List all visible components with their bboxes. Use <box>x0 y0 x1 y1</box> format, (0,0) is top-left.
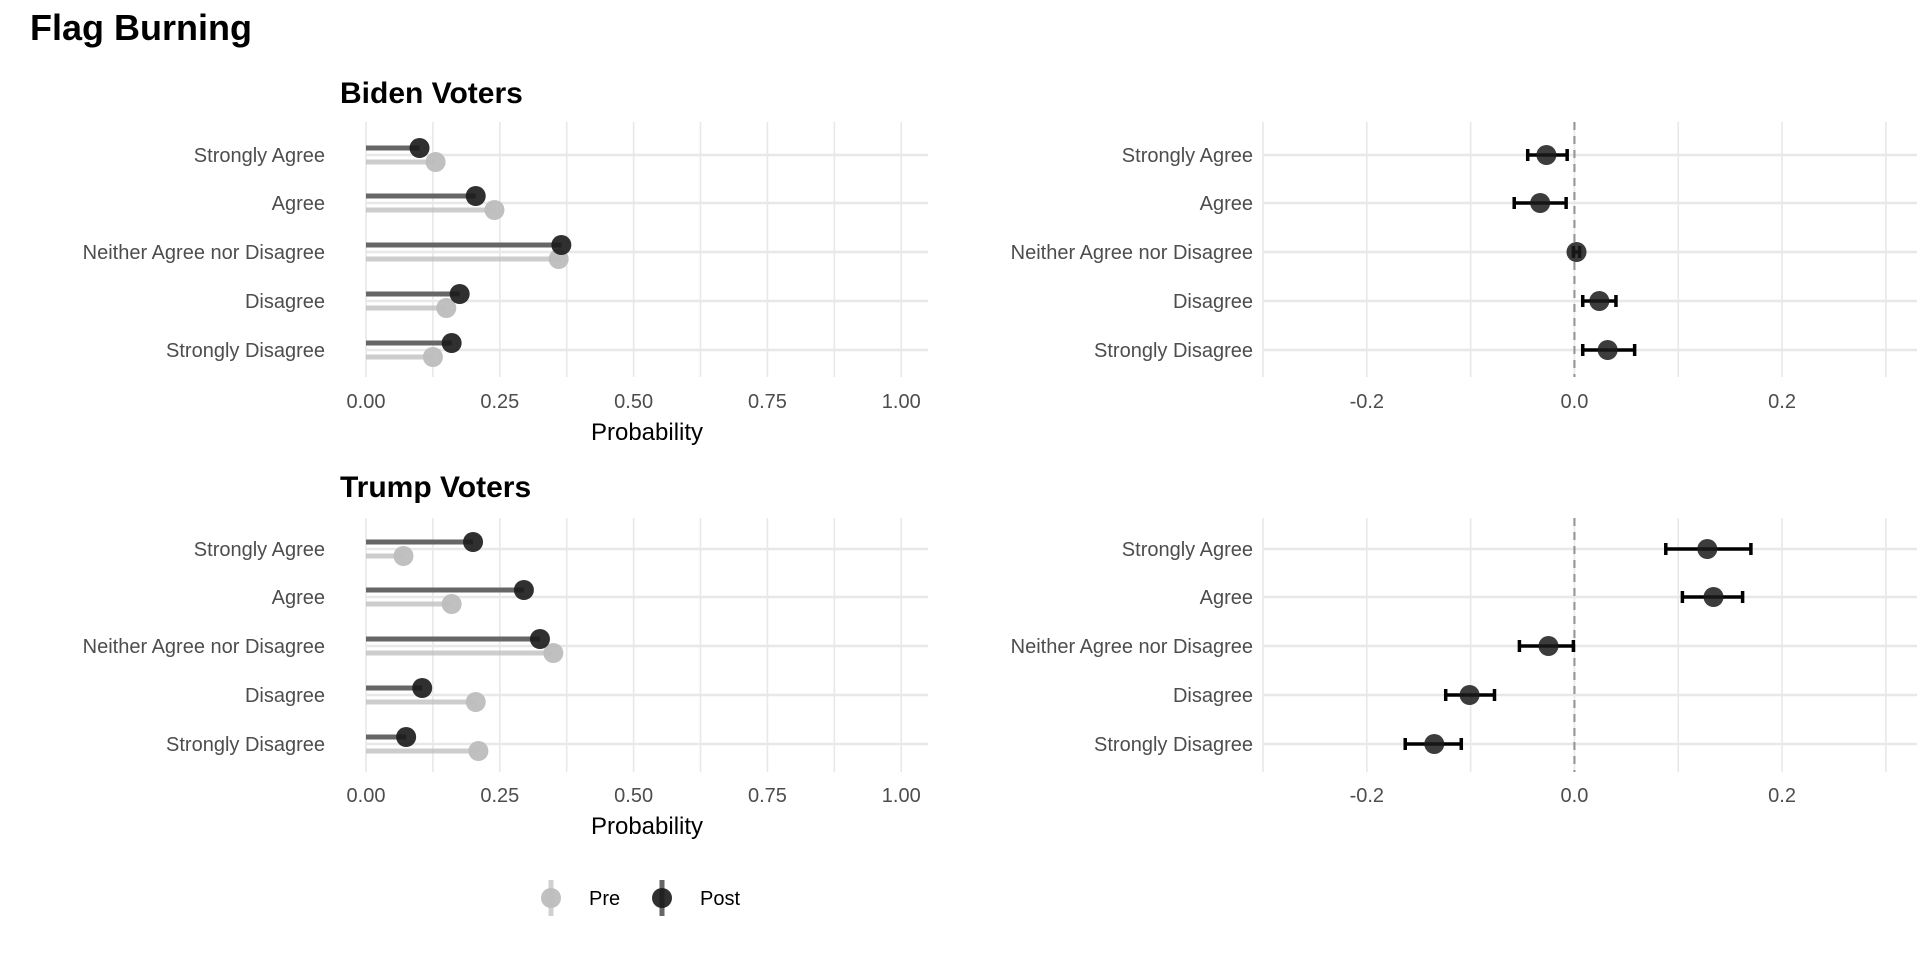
panel-2: Strongly Agree Agree Neither Agree nor Dis… <box>1011 122 1917 413</box>
post-point <box>513 580 534 600</box>
x-tick-label: 0.75 <box>748 785 787 807</box>
post-point <box>409 138 430 158</box>
category-label: Strongly Agree <box>194 539 325 561</box>
pre-point <box>465 692 486 712</box>
estimate-point <box>1459 685 1480 705</box>
x-axis-title: Probability <box>591 419 703 446</box>
x-tick-label: 0.25 <box>480 785 519 807</box>
category-label: Strongly Agree <box>1122 145 1253 167</box>
category-label: Strongly Disagree <box>166 734 325 756</box>
estimate-point <box>1589 291 1610 311</box>
x-tick-label: 0.25 <box>480 391 519 413</box>
pre-point <box>436 298 457 318</box>
x-tick-label: 0.00 <box>347 785 386 807</box>
post-point <box>465 186 486 206</box>
category-label: Agree <box>272 193 325 215</box>
x-tick-label: 0.2 <box>1768 391 1796 413</box>
category-label: Neither Agree nor Disagree <box>1011 636 1253 658</box>
figure-title: Flag Burning <box>30 7 252 48</box>
x-tick-label: 0.75 <box>748 391 787 413</box>
panel-title: Trump Voters <box>340 471 531 504</box>
post-point <box>449 284 470 304</box>
x-axis-title: Probability <box>591 813 703 840</box>
post-point <box>529 629 550 649</box>
panel-3: Trump Voters Strongly Agree Agree Neither A… <box>83 471 928 840</box>
category-label: Neither Agree nor Disagree <box>1011 242 1253 264</box>
x-tick-label: 1.00 <box>882 785 921 807</box>
post-point <box>412 678 433 698</box>
legend-label: Pre <box>589 888 620 910</box>
category-label: Strongly Agree <box>1122 539 1253 561</box>
legend-label: Post <box>700 888 740 910</box>
pre-point <box>422 347 443 367</box>
category-label: Disagree <box>1173 291 1253 313</box>
category-label: Neither Agree nor Disagree <box>83 242 325 264</box>
category-label: Strongly Disagree <box>1094 734 1253 756</box>
post-point <box>396 727 417 747</box>
x-tick-label: 0.0 <box>1561 391 1589 413</box>
pre-point <box>543 643 564 663</box>
category-label: Neither Agree nor Disagree <box>83 636 325 658</box>
pre-point <box>484 200 505 220</box>
category-label: Agree <box>272 587 325 609</box>
x-tick-label: 0.0 <box>1561 785 1589 807</box>
category-label: Agree <box>1200 193 1253 215</box>
panel-1: Biden Voters Strongly Agree Agree Neither A… <box>83 77 928 446</box>
x-tick-label: 0.50 <box>614 391 653 413</box>
panels: Biden Voters Strongly Agree Agree Neither A… <box>83 77 1917 840</box>
estimate-point <box>1697 539 1718 559</box>
post-point <box>441 333 462 353</box>
legend-key-point <box>652 888 672 908</box>
estimate-point <box>1538 636 1559 656</box>
pre-point <box>441 594 462 614</box>
estimate-point <box>1530 193 1551 213</box>
estimate-point <box>1566 242 1587 262</box>
category-label: Disagree <box>1173 685 1253 707</box>
x-tick-label: -0.2 <box>1350 785 1384 807</box>
category-label: Disagree <box>245 685 325 707</box>
estimate-point <box>1703 587 1724 607</box>
category-label: Strongly Disagree <box>1094 340 1253 362</box>
panel-title: Biden Voters <box>340 77 523 110</box>
pre-point <box>425 152 446 172</box>
estimate-point <box>1424 734 1445 754</box>
category-label: Strongly Agree <box>194 145 325 167</box>
x-tick-label: 0.2 <box>1768 785 1796 807</box>
post-point <box>551 235 572 255</box>
x-tick-label: -0.2 <box>1350 391 1384 413</box>
category-label: Strongly Disagree <box>166 340 325 362</box>
category-label: Agree <box>1200 587 1253 609</box>
x-tick-label: 0.00 <box>347 391 386 413</box>
legend: Pre Post <box>541 880 740 916</box>
post-point <box>463 532 484 552</box>
panel-4: Strongly Agree Agree Neither Agree nor Dis… <box>1011 518 1917 807</box>
estimate-point <box>1536 145 1557 165</box>
x-tick-label: 0.50 <box>614 785 653 807</box>
estimate-point <box>1597 340 1618 360</box>
pre-point <box>393 546 414 566</box>
category-label: Disagree <box>245 291 325 313</box>
pre-point <box>468 741 489 761</box>
x-tick-label: 1.00 <box>882 391 921 413</box>
legend-key-point <box>541 888 561 908</box>
